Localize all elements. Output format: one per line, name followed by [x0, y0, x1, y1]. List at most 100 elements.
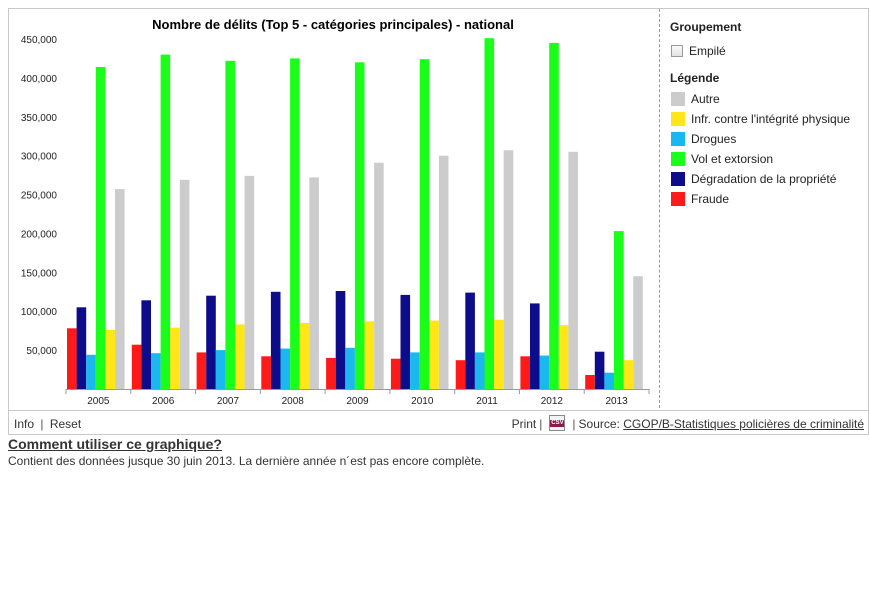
bar[interactable] [115, 189, 125, 389]
bar[interactable] [558, 325, 569, 389]
bar[interactable] [151, 353, 161, 389]
bar[interactable] [594, 351, 605, 389]
bar[interactable] [170, 327, 180, 389]
bar[interactable] [160, 54, 171, 389]
bar[interactable] [623, 360, 634, 389]
bar[interactable] [299, 322, 310, 389]
csv-label: CSV [550, 419, 565, 427]
bar[interactable] [215, 350, 226, 389]
source-link[interactable]: CGOP/B-Statistiques policières de crimin… [623, 417, 864, 431]
legend-swatch [671, 132, 685, 146]
bar[interactable] [280, 348, 291, 389]
bar[interactable] [179, 179, 190, 389]
bar-chart: Nombre de délits (Top 5 - catégories pri… [21, 17, 650, 407]
bar[interactable] [105, 329, 115, 389]
bars [67, 38, 643, 390]
bar[interactable] [438, 155, 449, 389]
bar[interactable] [604, 372, 614, 389]
bar[interactable] [374, 162, 384, 389]
bar[interactable] [465, 292, 475, 389]
legend-label: Dégradation de la propriété [691, 172, 837, 186]
bar[interactable] [270, 291, 281, 389]
separator: | [40, 417, 44, 431]
legend-swatch [671, 92, 685, 106]
bar[interactable] [539, 355, 550, 389]
bar[interactable] [326, 357, 336, 389]
bar[interactable] [455, 360, 466, 389]
bar[interactable] [309, 177, 319, 389]
legend-label: Vol et extorsion [691, 152, 774, 166]
y-tick-label: 300,000 [21, 152, 58, 163]
bar[interactable] [474, 352, 485, 389]
x-tick-label: 2009 [346, 396, 369, 407]
reset-link[interactable]: Reset [49, 417, 82, 431]
bar[interactable] [530, 303, 540, 389]
bar[interactable] [131, 344, 142, 389]
legend-item-drogues[interactable]: Drogues [671, 131, 736, 147]
bar[interactable] [141, 300, 151, 389]
separator: | [572, 417, 576, 431]
bar[interactable] [585, 375, 595, 389]
legend-label: Autre [691, 92, 720, 106]
bar[interactable] [95, 67, 106, 389]
stack-option[interactable]: Empilé [671, 44, 726, 58]
bar[interactable] [244, 175, 255, 389]
footer-right: Print | CSV | Source: CGOP/B-Statistique… [511, 414, 864, 431]
x-tick-label: 2011 [476, 396, 498, 407]
chart-area: Nombre de délits (Top 5 - catégories pri… [9, 9, 659, 410]
legend-item-integrite-physique[interactable]: Infr. contre l'intégrité physique [671, 111, 850, 127]
x-tick-label: 2013 [605, 396, 628, 407]
legend-swatch [671, 112, 685, 126]
bar[interactable] [354, 62, 365, 390]
bar[interactable] [235, 324, 245, 389]
bar[interactable] [67, 328, 77, 389]
bar[interactable] [568, 151, 578, 389]
y-tick-label: 350,000 [21, 113, 58, 124]
bar[interactable] [419, 59, 430, 389]
bar[interactable] [549, 42, 559, 390]
bar[interactable] [76, 307, 87, 389]
csv-download-icon[interactable]: CSV [549, 414, 566, 431]
bar[interactable] [206, 295, 216, 389]
legend-swatch [671, 152, 685, 166]
bar[interactable] [390, 358, 401, 389]
print-link[interactable]: Print [511, 417, 537, 431]
bar[interactable] [290, 58, 300, 390]
chart-widget: Nombre de délits (Top 5 - catégories pri… [8, 8, 869, 435]
bar[interactable] [429, 320, 439, 389]
info-link[interactable]: Info [14, 417, 35, 431]
stack-checkbox[interactable] [671, 45, 683, 57]
x-tick-label: 2006 [152, 396, 175, 407]
bar[interactable] [196, 352, 207, 389]
bar[interactable] [261, 356, 271, 389]
legend-item-autre[interactable]: Autre [671, 91, 720, 107]
y-tick-label: 200,000 [21, 229, 58, 240]
legend-item-fraude[interactable]: Fraude [671, 191, 729, 207]
bar[interactable] [614, 231, 624, 389]
data-note: Contient des données jusque 30 juin 2013… [8, 454, 485, 468]
bar[interactable] [400, 294, 411, 389]
bar[interactable] [410, 352, 420, 389]
bar[interactable] [484, 38, 495, 389]
bar[interactable] [86, 354, 96, 389]
help-link[interactable]: Comment utiliser ce graphique? [8, 436, 222, 452]
bar[interactable] [633, 276, 643, 389]
bar[interactable] [345, 347, 355, 389]
bar[interactable] [494, 319, 504, 389]
legend-heading: Légende [670, 71, 720, 85]
x-axis: 2005 2006 2007 2008 2009 2010 2011 2012 2013 [65, 389, 650, 407]
legend-label: Infr. contre l'intégrité physique [691, 112, 851, 126]
side-panel: Groupement Empilé Légende Autre Infr. co… [659, 9, 869, 408]
x-tick-label: 2012 [541, 396, 564, 407]
legend-item-degradation[interactable]: Dégradation de la propriété [671, 171, 836, 187]
y-tick-label: 400,000 [21, 74, 58, 85]
bar[interactable] [335, 291, 346, 389]
bar[interactable] [364, 321, 375, 389]
chart-title: Nombre de délits (Top 5 - catégories pri… [152, 17, 514, 32]
legend-label: Fraude [691, 192, 730, 206]
legend-item-vol-extorsion[interactable]: Vol et extorsion [671, 151, 773, 167]
bar[interactable] [225, 60, 235, 390]
bar[interactable] [520, 356, 530, 389]
x-tick-label: 2008 [282, 396, 305, 407]
bar[interactable] [503, 150, 514, 389]
